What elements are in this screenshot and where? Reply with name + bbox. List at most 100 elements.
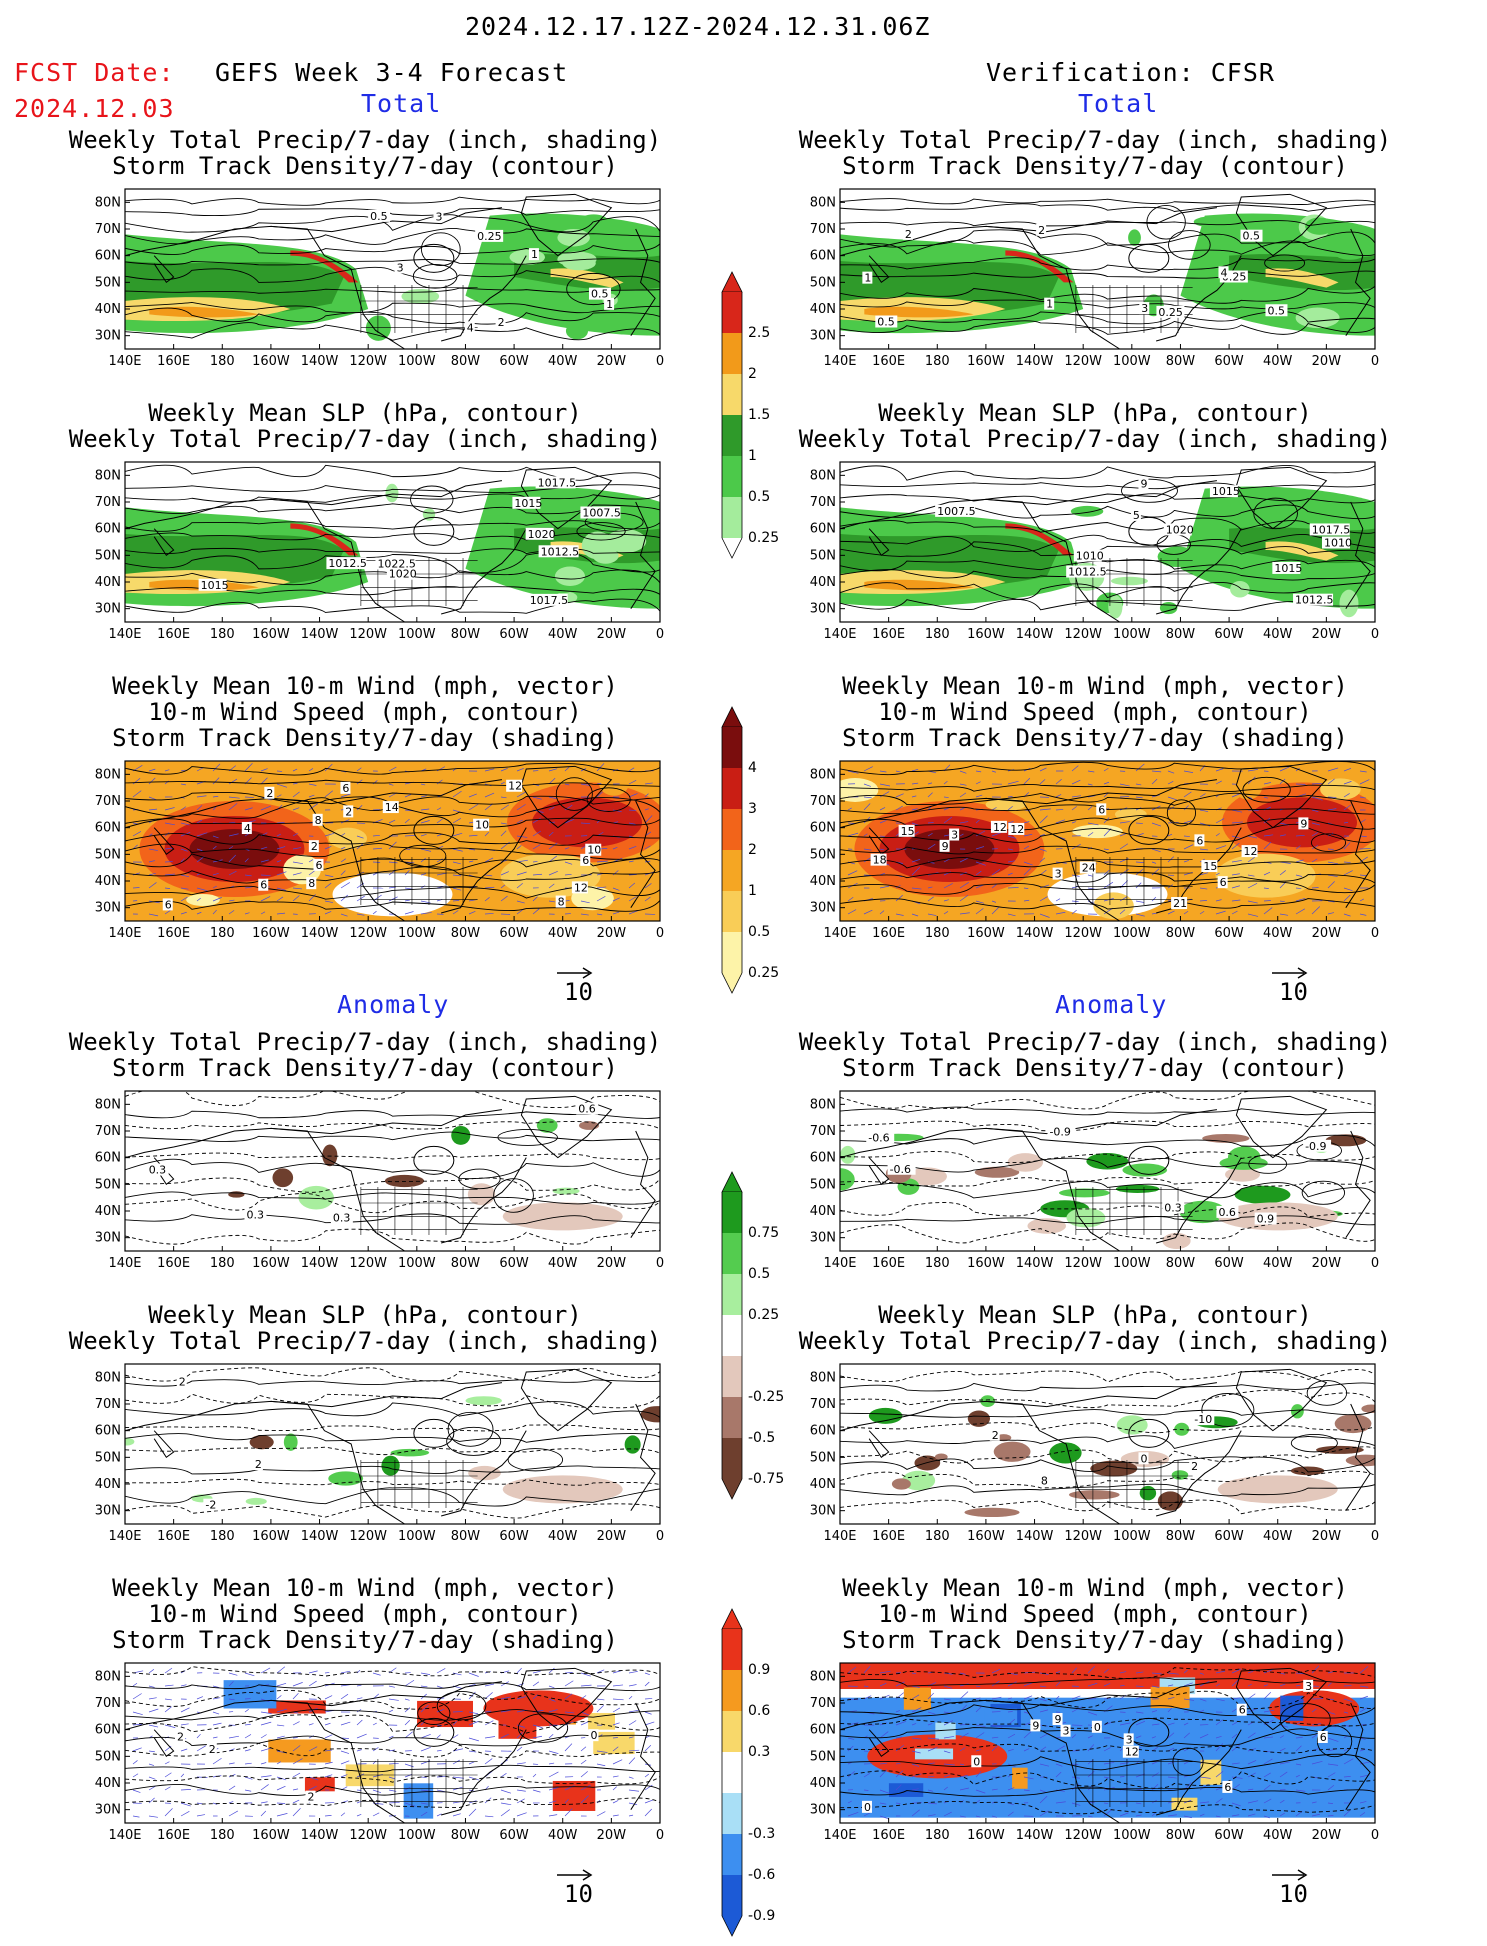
- lon-tick-label: 0: [656, 1529, 664, 1544]
- anomaly-patch: [272, 1168, 293, 1187]
- lon-tick-label: 60W: [499, 1529, 529, 1544]
- lat-tick-label: 60N: [810, 1723, 836, 1738]
- lat-tick-label: 60N: [95, 821, 121, 836]
- lon-tick-label: 100W: [1113, 1256, 1151, 1271]
- precip-patch: [1111, 577, 1148, 586]
- anomaly-patch: [305, 1777, 335, 1791]
- colorbar-label: 2: [748, 366, 757, 382]
- contour-label: 1010: [1076, 550, 1104, 563]
- map-content: [125, 189, 660, 349]
- lon-tick-label: 120W: [1064, 1828, 1102, 1843]
- lon-tick-label: 60W: [1214, 1529, 1244, 1544]
- lat-tick-label: 80N: [810, 1370, 836, 1385]
- anomaly-patch: [840, 1146, 855, 1164]
- anomaly-patch: [1069, 1490, 1120, 1499]
- lon-tick-label: 40W: [1263, 1828, 1293, 1843]
- lon-tick-label: 100W: [398, 1256, 436, 1271]
- contour-label: 3: [951, 829, 958, 842]
- lat-tick-label: 70N: [95, 1397, 121, 1412]
- contour-label: 8: [1041, 1475, 1048, 1488]
- contour-label: 3: [1063, 1725, 1070, 1738]
- lat-tick-label: 70N: [95, 222, 121, 237]
- colorbar-segment: [722, 768, 742, 809]
- lon-tick-label: 60W: [499, 926, 529, 941]
- lon-tick-label: 0: [1371, 1529, 1379, 1544]
- contour-label: 0.5: [591, 288, 609, 301]
- anomaly-patch: [915, 1749, 953, 1760]
- precip-patch: [605, 529, 646, 552]
- precip-patch: [1194, 216, 1233, 227]
- precip-patch: [1202, 238, 1237, 249]
- precip-patch: [562, 256, 595, 270]
- lon-tick-label: 60W: [1214, 1828, 1244, 1843]
- lon-tick-label: 180: [925, 1256, 950, 1271]
- lon-tick-label: 100W: [398, 354, 436, 369]
- left-column-title: GEFS Week 3-4 Forecast: [215, 58, 568, 87]
- panel-title: Weekly Mean 10-m Wind (mph, vector) 10-m…: [780, 1575, 1410, 1653]
- colorbar-label: 0.25: [748, 530, 779, 546]
- lon-tick-label: 160E: [872, 354, 905, 369]
- contour-label: -2: [205, 1499, 216, 1512]
- lat-tick-label: 50N: [810, 275, 836, 290]
- lon-tick-label: 20W: [1312, 926, 1342, 941]
- contour-label: 4: [1220, 266, 1227, 279]
- lon-tick-label: 60W: [499, 1828, 529, 1843]
- lon-tick-label: 0: [1371, 1828, 1379, 1843]
- contour-label: 8: [315, 814, 322, 827]
- anomaly-patch: [1158, 1491, 1183, 1510]
- precip-patch: [1158, 546, 1197, 567]
- colorbar-label: 2: [748, 842, 757, 858]
- colorbar-segment: [722, 497, 742, 538]
- shading-layer: [840, 1663, 1375, 1818]
- lon-tick-label: 120W: [349, 627, 387, 642]
- contour-label: 0.3: [246, 1208, 264, 1221]
- precip-patch: [366, 316, 391, 341]
- lat-tick-label: 50N: [810, 1177, 836, 1192]
- lon-tick-label: 140E: [823, 1828, 856, 1843]
- right-total-label: Total: [1078, 89, 1158, 118]
- anomaly-patch: [381, 1456, 399, 1476]
- lat-tick-label: 40N: [810, 1477, 836, 1492]
- lat-tick-label: 50N: [810, 1749, 836, 1764]
- lon-tick-label: 160E: [157, 1828, 190, 1843]
- colorbar-label: 0.3: [748, 1744, 770, 1760]
- colorbar-label: -0.5: [748, 1430, 775, 1446]
- colorbar-tip: [722, 1479, 742, 1499]
- contour-label: 6: [1239, 1704, 1246, 1717]
- lon-tick-label: 180: [210, 1256, 235, 1271]
- lon-tick-label: 120W: [349, 926, 387, 941]
- lon-tick-label: 160E: [157, 354, 190, 369]
- colorbar-segment: [722, 1875, 742, 1916]
- contour-label: 2: [311, 840, 318, 853]
- anomaly-patch: [869, 1408, 903, 1424]
- lon-tick-label: 140E: [108, 1529, 141, 1544]
- colorbar-label: 0.5: [748, 489, 770, 505]
- lat-tick-label: 50N: [95, 847, 121, 862]
- lon-tick-label: 20W: [1312, 1828, 1342, 1843]
- contour-label: 6: [1320, 1731, 1327, 1744]
- lon-tick-label: 180: [210, 1828, 235, 1843]
- lon-tick-label: 0: [1371, 926, 1379, 941]
- lon-tick-label: 100W: [398, 1529, 436, 1544]
- lat-tick-label: 50N: [95, 1177, 121, 1192]
- contour-label: 0.5: [1243, 230, 1261, 243]
- lon-tick-label: 120W: [349, 1256, 387, 1271]
- contour-label: 2: [1191, 1460, 1198, 1473]
- contour-label: 9: [942, 840, 949, 853]
- lon-tick-label: 60W: [499, 627, 529, 642]
- contour-label: 1020: [528, 528, 556, 541]
- lat-tick-label: 30N: [95, 1504, 121, 1519]
- contour-label: 2: [307, 1791, 314, 1804]
- lat-tick-label: 40N: [810, 1204, 836, 1219]
- lon-tick-label: 40W: [1263, 1529, 1293, 1544]
- lat-tick-label: 30N: [95, 602, 121, 617]
